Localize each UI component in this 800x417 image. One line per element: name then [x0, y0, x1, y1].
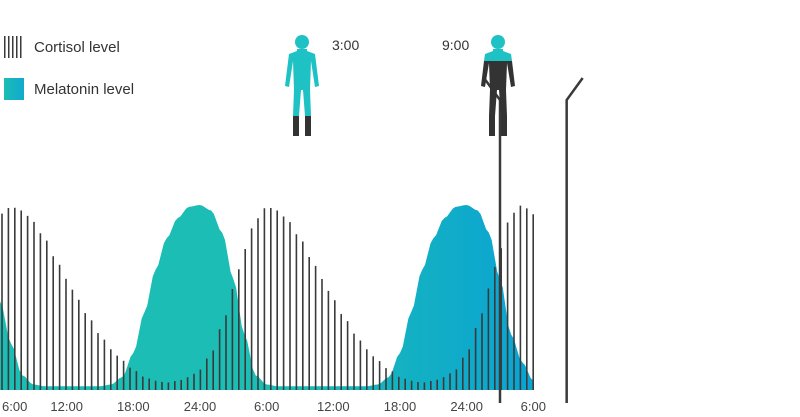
marker-label-left: 3:00 [332, 37, 360, 53]
x-tick-label: 18:00 [117, 399, 150, 414]
legend-label-cortisol: Cortisol level [34, 38, 120, 56]
x-tick-label: 18:00 [384, 399, 417, 414]
x-tick-label: 6:00 [254, 399, 279, 414]
x-tick-label: 24:00 [184, 399, 217, 414]
x-axis-ticks: 6:00 12:00 18:00 24:00 6:00 12:00 18:00 24:00 6:… [2, 399, 546, 414]
marker-line-right [565, 77, 584, 403]
legend-item-cortisol: Cortisol level [4, 36, 120, 58]
melatonin-area [0, 205, 534, 390]
legend-item-melatonin: Melatonin level [4, 78, 134, 100]
cortisol-swatch-icon [4, 36, 24, 58]
x-tick-label: 6:00 [2, 399, 27, 414]
legend-label-melatonin: Melatonin level [34, 80, 135, 98]
melatonin-swatch-icon [4, 78, 24, 100]
x-tick-label: 6:00 [521, 399, 546, 414]
marker-label-right: 9:00 [442, 37, 470, 53]
x-tick-label: 24:00 [450, 399, 483, 414]
person-silhouette-icon [285, 35, 319, 136]
melatonin-series [0, 205, 534, 390]
x-tick-label: 12:00 [50, 399, 83, 414]
x-tick-label: 12:00 [317, 399, 350, 414]
person-silhouette-icon [481, 35, 515, 136]
cortisol-series [1, 205, 535, 390]
